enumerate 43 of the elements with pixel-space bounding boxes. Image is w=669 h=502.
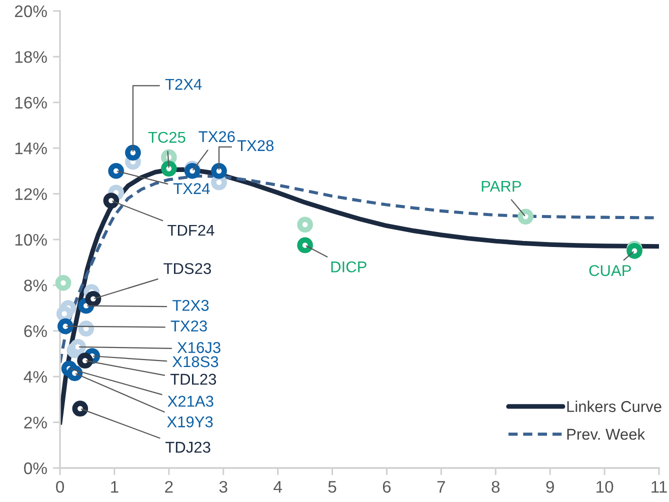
x-tick-label: 5: [328, 481, 336, 493]
data-label: TX24: [173, 183, 210, 194]
x-tick-label: 10: [596, 480, 614, 493]
data-label: X18S3: [172, 356, 218, 368]
data-label: X16J3: [177, 342, 220, 354]
y-tick-label: 18%: [15, 51, 47, 63]
data-label: X19Y3: [167, 416, 213, 428]
x-tick-label: 11: [652, 481, 667, 493]
y-tick-label: 6%: [24, 325, 47, 338]
y-tick-label: 8%: [24, 280, 47, 292]
x-tick-label: 8: [492, 480, 500, 493]
data-label: DICP: [331, 261, 366, 272]
data-label: CUAP: [589, 265, 631, 276]
x-tick-label: 1: [111, 481, 118, 493]
x-tick-label: 7: [437, 481, 445, 493]
data-label: TX26: [198, 131, 235, 142]
data-label: T2X3: [172, 300, 209, 311]
y-tick-label: 2%: [24, 416, 47, 428]
legend-label: Linkers Curve: [567, 400, 662, 412]
x-tick-label: 4: [274, 481, 282, 493]
y-tick-label: 12%: [15, 188, 47, 200]
y-tick-label: 14%: [15, 142, 47, 154]
y-tick-label: 4%: [24, 371, 47, 383]
y-tick-label: 0%: [24, 462, 47, 474]
data-label: TDL23: [170, 374, 216, 385]
x-tick-label: 6: [382, 480, 391, 493]
data-label: TX28: [237, 140, 274, 152]
y-tick-label: 20%: [14, 5, 47, 18]
data-label: TX23: [170, 320, 207, 332]
x-tick-label: 3: [219, 480, 228, 493]
y-tick-label: 10%: [15, 234, 47, 246]
data-label: X21A3: [168, 396, 214, 407]
x-tick-label: 9: [546, 480, 554, 493]
x-tick-label: 0: [56, 480, 64, 493]
data-label: TDF24: [168, 224, 214, 236]
data-label: TDJ23: [166, 442, 210, 453]
y-tick-label: 16%: [15, 96, 47, 109]
data-label: TDS23: [164, 263, 211, 274]
x-tick-label: 2: [165, 480, 173, 493]
legend-label: Prev. Week: [567, 428, 646, 440]
data-label: T2X4: [165, 78, 202, 90]
data-label: PARP: [482, 180, 521, 192]
data-label: TC25: [148, 132, 186, 143]
